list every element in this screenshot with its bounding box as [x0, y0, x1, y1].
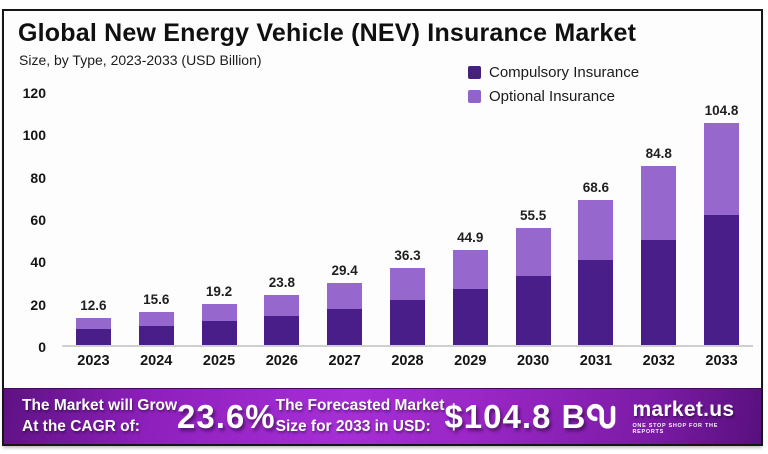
forecast-value: $104.8 B: [444, 397, 587, 435]
bar-group: 19.2: [201, 93, 237, 345]
banner: The Market will Grow At the CAGR of: 23.…: [4, 388, 761, 444]
bar-segment-optional: [327, 282, 363, 309]
legend-item: Optional Insurance: [468, 88, 639, 105]
x-tick-label: 2030: [516, 353, 550, 369]
x-tick-label: 2032: [642, 353, 675, 369]
bar-group: 44.9: [452, 93, 488, 345]
y-axis: 0 20 40 60 80 100 120: [4, 85, 54, 355]
bar-group: 23.8: [264, 93, 300, 345]
bar-segment-optional: [75, 318, 111, 330]
brand-tagline: ONE STOP SHOP FOR THE REPORTS: [632, 423, 719, 435]
bar-value-label: 36.3: [394, 248, 421, 264]
bar-segment-optional: [452, 249, 488, 290]
bar-group: 84.8: [641, 93, 677, 345]
cagr-text-line1: The Market will Grow: [22, 397, 178, 415]
bar-segment-compulsory: [138, 325, 174, 345]
x-tick-label: 2023: [77, 353, 110, 369]
forecast-text-line1: The Forecasted Market: [275, 397, 445, 415]
bar-segment-optional: [641, 165, 677, 241]
chart-frame: Global New Energy Vehicle (NEV) Insuranc…: [2, 9, 763, 446]
legend-swatch-icon: [468, 66, 481, 79]
plot-area: 12.6 15.6 19.2 23.8 29.4 36.3 44.9 55.5 68.6 84.8…: [62, 93, 753, 347]
legend-item: Compulsory Insurance: [468, 64, 639, 81]
bar-segment-optional: [704, 123, 740, 216]
bar-group: 68.6: [578, 93, 614, 345]
y-tick-label: 40: [30, 254, 46, 271]
x-tick-label: 2024: [140, 353, 173, 369]
bar-segment-compulsory: [201, 321, 237, 345]
bar-segment-compulsory: [327, 308, 363, 345]
x-tick-label: 2029: [454, 353, 487, 369]
bar-group: 29.4: [327, 93, 363, 345]
y-tick-label: 100: [22, 127, 46, 144]
bar-value-label: 19.2: [205, 284, 233, 300]
forecast-text: The Forecasted Market Size for 2033 in U…: [276, 396, 445, 436]
y-tick-label: 120: [22, 85, 46, 101]
x-tick-label: 2028: [391, 353, 424, 369]
bar-value-label: 44.9: [457, 229, 484, 245]
bar-segment-compulsory: [452, 289, 488, 345]
bar-segment-optional: [138, 312, 174, 326]
y-tick-label: 60: [30, 212, 46, 228]
marketus-logo-icon: [587, 403, 616, 429]
bar-segment-optional: [515, 227, 551, 277]
bar-segment-compulsory: [704, 215, 740, 345]
y-tick-label: 20: [30, 296, 46, 313]
bar-segment-compulsory: [641, 240, 677, 345]
y-tick-label: 80: [30, 169, 46, 186]
bar-value-label: 55.5: [519, 207, 547, 223]
legend-label: Optional Insurance: [489, 88, 615, 105]
y-tick-label: 0: [38, 339, 46, 355]
bar-segment-optional: [201, 304, 237, 322]
bar-value-label: 104.8: [704, 103, 739, 119]
bar-group: 36.3: [389, 93, 425, 345]
bar-value-label: 23.8: [268, 274, 295, 290]
forecast-text-line2: Size for 2033 in USD:: [275, 417, 431, 435]
legend-label: Compulsory Insurance: [489, 64, 640, 81]
bar-segment-compulsory: [75, 329, 111, 345]
x-tick-label: 2033: [705, 353, 738, 369]
x-tick-label: 2031: [579, 353, 613, 369]
bar-value-label: 12.6: [80, 298, 107, 314]
bar-value-label: 68.6: [582, 179, 610, 195]
brand: market.us ONE STOP SHOP FOR THE REPORTS: [586, 398, 749, 435]
bar-segment-compulsory: [515, 276, 551, 345]
cagr-text-line2: At the CAGR of:: [22, 417, 140, 435]
x-axis: 2023 2024 2025 2026 2027 2028 2029 2030 2031 2032…: [62, 353, 753, 369]
bar-group: 12.6: [75, 93, 111, 345]
x-tick-label: 2025: [202, 353, 236, 369]
bar-group: 55.5: [515, 93, 551, 345]
bar-segment-compulsory: [578, 260, 614, 345]
bar-segment-optional: [264, 294, 300, 316]
bar-value-label: 29.4: [331, 262, 358, 278]
legend: Compulsory Insurance Optional Insurance: [468, 64, 639, 105]
bar-value-label: 15.6: [143, 292, 170, 307]
x-tick-label: 2027: [328, 353, 361, 369]
bar-group: 15.6: [138, 93, 174, 345]
brand-name: market.us: [632, 398, 735, 421]
bar-value-label: 84.8: [645, 145, 672, 161]
cagr-value: 23.6%: [177, 397, 276, 435]
bar-segment-compulsory: [264, 315, 300, 345]
legend-swatch-icon: [468, 90, 481, 103]
page-title: Global New Energy Vehicle (NEV) Insuranc…: [18, 19, 637, 47]
x-tick-label: 2026: [265, 353, 298, 369]
cagr-text: The Market will Grow At the CAGR of:: [22, 396, 177, 436]
bar-segment-optional: [578, 199, 614, 261]
bar-segment-optional: [389, 268, 425, 301]
brand-text-block: market.us ONE STOP SHOP FOR THE REPORTS: [632, 398, 749, 435]
page-subtitle: Size, by Type, 2023-2033 (USD Billion): [19, 52, 262, 68]
bar-group: 104.8: [704, 93, 740, 345]
bar-segment-compulsory: [389, 300, 425, 345]
